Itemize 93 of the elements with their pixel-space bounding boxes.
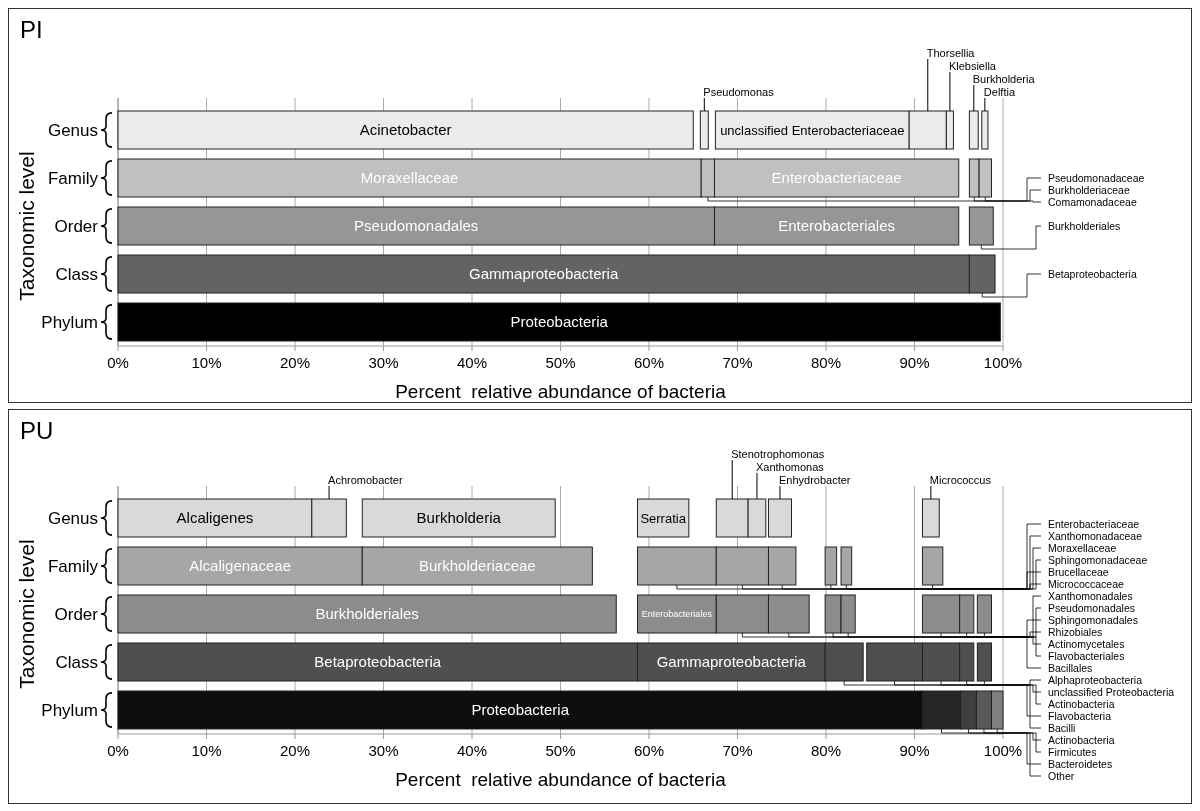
x-tick-label: 70% — [722, 354, 753, 371]
text: unclassified Proteobacteria — [1048, 686, 1175, 698]
series-label: Proteobacteria — [471, 701, 570, 719]
text: Xanthomonadales — [1048, 590, 1133, 602]
y-tick-label: Class — [55, 653, 98, 672]
y-axis-title: Taxonomic level — [15, 539, 38, 689]
text: Micrococcaceae — [1048, 578, 1125, 590]
series-label: Burkholderiaceae — [418, 557, 536, 575]
y-tick-label: Class — [55, 265, 98, 284]
x-tick-label: 90% — [899, 354, 930, 371]
series-label: Enhydrobacter — [778, 474, 851, 486]
text: Moraxellaceae — [1048, 542, 1117, 554]
chart-title: PI — [20, 16, 43, 43]
x-axis-title: Percent relative abundance of bacteria — [395, 769, 727, 790]
text: Other — [1048, 770, 1075, 782]
text: Flavobacteria — [1048, 710, 1112, 722]
series-label: Pseudomonadales — [354, 217, 479, 235]
text: Klebsiella — [948, 60, 997, 72]
text: Bacillales — [1048, 662, 1093, 674]
y-tick-label: Order — [54, 605, 99, 624]
series-label: Betaproteobacteria — [314, 653, 442, 671]
series-label: Moraxellaceae — [360, 169, 459, 187]
text: Bacilli — [1048, 722, 1076, 734]
chart-title: PU — [20, 417, 54, 444]
text: Enterobacteriaceae — [1048, 518, 1140, 530]
text: Brucellaceae — [1048, 566, 1109, 578]
x-tick-label: 10% — [191, 742, 222, 759]
text: Stenotrophomonas — [731, 448, 825, 460]
x-tick-label: 100% — [983, 742, 1023, 759]
y-tick-label: Phylum — [41, 313, 98, 332]
text: Rhizobiales — [1048, 626, 1103, 638]
x-tick-label: 20% — [279, 742, 311, 759]
x-tick-label: 30% — [368, 354, 399, 371]
series-label: Pseudomonas — [703, 86, 775, 98]
series-label: Acinetobacter — [359, 121, 452, 139]
text: Xanthomonadaceae — [1048, 530, 1143, 542]
x-tick-label: 40% — [456, 742, 488, 759]
x-tick-label: 70% — [722, 742, 753, 759]
x-tick-label: 0% — [107, 354, 129, 371]
text: Pseudomonadaceae — [1048, 172, 1145, 184]
x-tick-label: 0% — [107, 742, 129, 759]
x-tick-label: 80% — [810, 354, 842, 371]
y-axis-title: Taxonomic level — [15, 151, 38, 301]
series-label: unclassified Enterobacteriaceae — [720, 122, 905, 138]
x-tick-label: 90% — [899, 742, 930, 759]
text: Thorsellia — [926, 47, 976, 59]
y-tick-label: Phylum — [41, 701, 98, 720]
series-label: Enterobacteriales — [778, 217, 895, 235]
text: Comamonadaceae — [1048, 196, 1137, 208]
x-tick-label: 80% — [810, 742, 842, 759]
series-label: Enterobacteriaceae — [771, 169, 902, 187]
series-label: Gammaproteobacteria — [469, 265, 619, 283]
text: Xanthomonas — [755, 461, 825, 473]
x-axis-title: Percent relative abundance of bacteria — [395, 381, 727, 402]
x-tick-label: 30% — [368, 742, 399, 759]
series-label: Alcaligenes — [176, 509, 254, 527]
series-label: Delftia — [983, 86, 1016, 98]
text: Sphingomonadales — [1048, 614, 1138, 626]
text: Flavobacteriales — [1048, 650, 1125, 662]
series-label: Burkholderiales — [315, 605, 419, 623]
series-label: Alcaligenaceae — [189, 557, 292, 575]
text: Firmicutes — [1048, 746, 1097, 758]
text: Actinobacteria — [1048, 734, 1115, 746]
y-tick-label: Genus — [47, 509, 98, 528]
series-label: Achromobacter — [328, 474, 403, 486]
text: Bacteroidetes — [1048, 758, 1113, 770]
series-label: Proteobacteria — [510, 313, 609, 331]
x-tick-label: 60% — [633, 354, 665, 371]
text: Actinomycetales — [1048, 638, 1125, 650]
series-label: Micrococcus — [929, 474, 992, 486]
x-tick-label: 20% — [279, 354, 311, 371]
series-label: Enterobacteriales — [641, 609, 713, 620]
y-tick-label: Genus — [47, 121, 98, 140]
text: Pseudomonadales — [1048, 602, 1135, 614]
text: Sphingomonadaceae — [1048, 554, 1148, 566]
x-tick-label: 40% — [456, 354, 488, 371]
text: Alphaproteobacteria — [1048, 674, 1143, 686]
text: Betaproteobacteria — [1048, 268, 1137, 280]
x-tick-label: 10% — [191, 354, 222, 371]
x-tick-label: 50% — [545, 742, 576, 759]
text: Actinobacteria — [1048, 698, 1115, 710]
y-tick-label: Family — [47, 169, 99, 188]
series-label: Gammaproteobacteria — [656, 653, 807, 671]
text: Burkholderiales — [1048, 220, 1121, 232]
text: Burkholderiaceae — [1048, 184, 1130, 196]
text: Burkholderia — [972, 73, 1036, 85]
y-tick-label: Family — [47, 557, 99, 576]
y-tick-label: Order — [54, 217, 99, 236]
series-label: Burkholderia — [416, 509, 502, 527]
x-tick-label: 50% — [545, 354, 576, 371]
x-tick-label: 60% — [633, 742, 665, 759]
series-label: Serratia — [640, 510, 687, 526]
x-tick-label: 100% — [983, 354, 1023, 371]
